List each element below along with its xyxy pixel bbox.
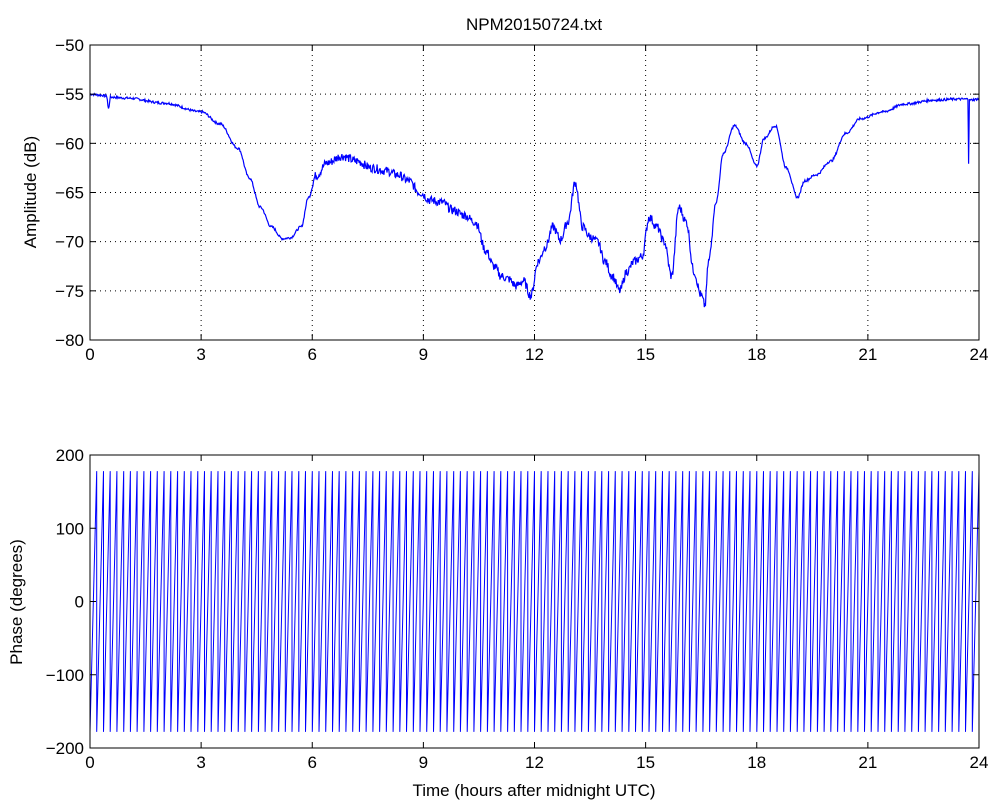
phase-xlabel: Time (hours after midnight UTC) [412,781,655,800]
chart-title: NPM20150724.txt [466,15,602,34]
x-tick-label: 15 [636,345,655,364]
x-tick-label: 0 [85,753,94,772]
y-tick-label: −50 [55,36,84,55]
y-tick-label: 0 [75,593,84,612]
y-tick-label: 200 [56,446,84,465]
x-tick-label: 9 [419,753,428,772]
x-tick-label: 3 [196,753,205,772]
x-tick-label: 0 [85,345,94,364]
amplitude-ylabel: Amplitude (dB) [21,136,40,248]
x-tick-label: 24 [970,345,989,364]
amplitude-series [90,92,979,308]
x-tick-label: 3 [196,345,205,364]
x-tick-label: 6 [308,753,317,772]
y-tick-label: −55 [55,85,84,104]
x-tick-label: 18 [747,753,766,772]
amplitude-line [90,92,979,308]
x-tick-label: 24 [970,753,989,772]
phase-ylabel: Phase (degrees) [7,539,26,665]
y-tick-label: −80 [55,331,84,350]
phase-axes: 0 3 6 9 12 15 18 21 24 −200 −100 0 100 200 Phase (deg… [7,446,988,800]
x-tick-label: 6 [308,345,317,364]
y-tick-label: −200 [46,739,84,758]
y-tick-label: −75 [55,282,84,301]
y-tick-label: −60 [55,134,84,153]
y-tick-label: −70 [55,233,84,252]
y-tick-label: −100 [46,666,84,685]
amplitude-ticks: 0 3 6 9 12 15 18 21 24 −80 −75 −70 −65 −60 −55 −50 [55,36,988,364]
x-tick-label: 21 [858,753,877,772]
phase-ticks: 0 3 6 9 12 15 18 21 24 −200 −100 0 100 200 [46,446,989,772]
x-tick-label: 12 [525,753,544,772]
amplitude-axes: NPM20150724.txt 0 3 6 9 12 15 18 21 24 −80 −75 −70 −… [21,15,988,364]
x-tick-label: 21 [858,345,877,364]
x-tick-label: 12 [525,345,544,364]
amplitude-grid [90,45,979,340]
x-tick-label: 9 [419,345,428,364]
y-tick-label: −65 [55,184,84,203]
x-tick-label: 15 [636,753,655,772]
y-tick-label: 100 [56,519,84,538]
x-tick-label: 18 [747,345,766,364]
